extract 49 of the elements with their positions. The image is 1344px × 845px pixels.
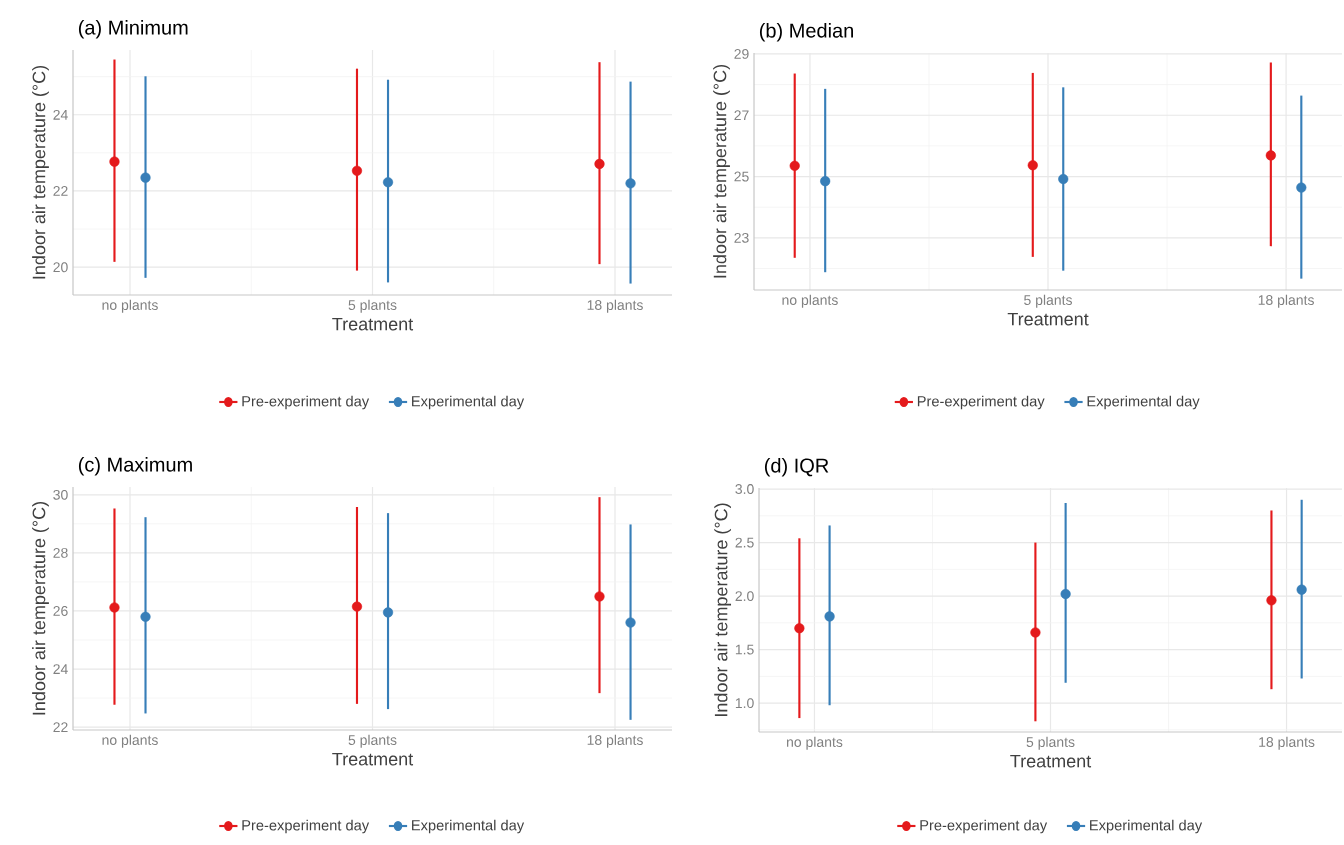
legend-label: Pre-experiment day xyxy=(917,395,1045,410)
y-tick-label: 2.5 xyxy=(735,537,754,548)
legend-label: Experimental day xyxy=(1090,819,1203,834)
legend-label: Pre-experiment day xyxy=(242,395,370,410)
x-tick-label: 18 plants xyxy=(1259,736,1315,750)
y-tick-label: 22 xyxy=(53,722,68,732)
x-axis-title: Treatment xyxy=(332,317,414,331)
y-axis-title: Indoor air temperature (°C) xyxy=(32,66,49,279)
legend-label: Experimental day xyxy=(1087,395,1200,410)
chart-title: (a) Minimum xyxy=(78,19,188,39)
y-tick-label: 30 xyxy=(53,489,68,500)
y-tick-label: 20 xyxy=(53,262,68,273)
y-tick-label: 24 xyxy=(53,109,68,120)
x-tick-label: 18 plants xyxy=(587,299,643,313)
legend-label: Pre-experiment day xyxy=(920,819,1048,834)
x-tick-label: 5 plants xyxy=(348,734,397,748)
y-tick-label: 2.0 xyxy=(735,591,754,602)
y-tick-label: 23 xyxy=(734,232,749,243)
y-tick-label: 22 xyxy=(53,186,68,196)
chart-title: (c) Maximum xyxy=(78,456,192,476)
x-tick-label: 5 plants xyxy=(1024,294,1072,308)
x-tick-label: no plants xyxy=(786,736,843,750)
x-axis-title: Treatment xyxy=(1007,312,1089,326)
x-tick-label: no plants xyxy=(102,734,158,748)
y-axis-title: Indoor air temperature (°C) xyxy=(713,65,730,278)
chart-title: (b) Median xyxy=(759,22,853,42)
x-tick-label: no plants xyxy=(102,299,158,313)
y-tick-label: 25 xyxy=(734,171,749,182)
y-tick-label: 28 xyxy=(53,547,68,558)
y-tick-label: 1.0 xyxy=(735,698,754,709)
legend-label: Experimental day xyxy=(412,819,525,834)
x-tick-label: 18 plants xyxy=(1258,294,1314,308)
y-axis-title: Indoor air temperature (°C) xyxy=(32,502,49,715)
y-tick-label: 26 xyxy=(53,606,68,616)
y-tick-label: 27 xyxy=(734,110,749,121)
x-tick-label: 5 plants xyxy=(1026,736,1075,750)
x-axis-title: Treatment xyxy=(1010,754,1092,768)
x-tick-label: 5 plants xyxy=(348,299,397,313)
y-tick-label: 3.0 xyxy=(735,484,754,495)
y-tick-label: 29 xyxy=(734,48,749,59)
y-tick-label: 24 xyxy=(53,664,68,674)
y-tick-label: 1.5 xyxy=(735,644,754,655)
legend-label: Experimental day xyxy=(412,395,525,410)
x-tick-label: 18 plants xyxy=(587,734,643,748)
y-axis-title: Indoor air temperature (°C) xyxy=(714,503,732,716)
chart-title: (d) IQR xyxy=(764,457,829,477)
x-tick-label: no plants xyxy=(782,294,838,308)
legend-label: Pre-experiment day xyxy=(242,819,370,834)
x-axis-title: Treatment xyxy=(332,752,414,766)
